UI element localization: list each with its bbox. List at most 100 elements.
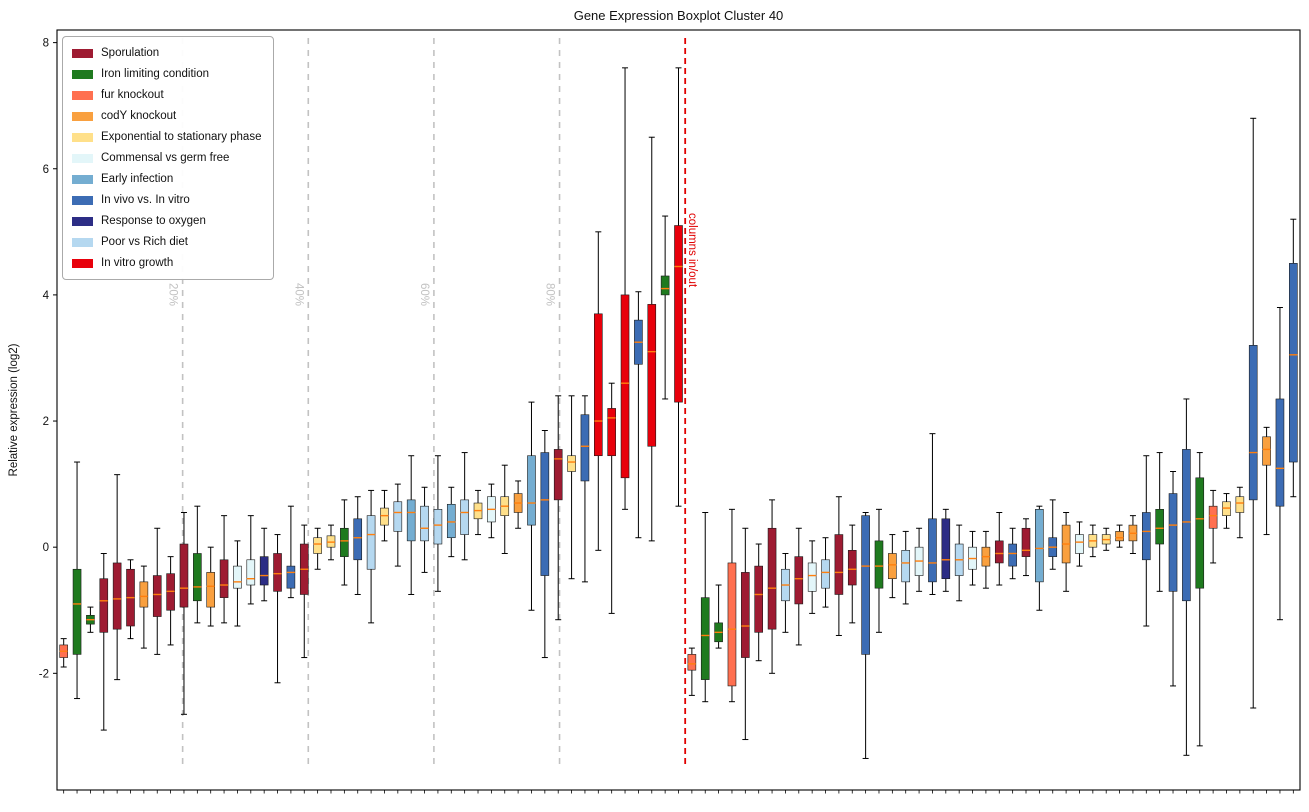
boxplot-box-iron [660,275,670,296]
boxplot-box-invivo [1168,493,1178,592]
legend-swatch-exp_stat [72,132,93,142]
legend-label-early_infection: Early infection [101,173,174,185]
legend-swatch-sporulation [72,48,93,58]
boxplot-box-invivo [1141,512,1151,561]
legend-swatch-commensal [72,153,93,163]
legend-label-commensal: Commensal vs germ free [101,152,230,164]
boxplot-box-fur [687,654,697,671]
legend-label-invivo: In vivo vs. In vitro [101,194,190,206]
boxplot-box-iron [1195,477,1205,589]
boxplot-box-invivo [1275,398,1285,507]
boxplot-box-invivo [1182,449,1191,602]
boxplot-box-sporulation [767,527,777,630]
boxplot-box-early_infection [527,455,536,526]
boxplot-box-exp_stat [313,537,322,554]
boxplot-box-sporulation [741,572,750,658]
boxplot-box-sporulation [834,534,844,595]
boxplot-box-fur [1208,505,1218,529]
boxplot-box-sporulation [1021,527,1031,557]
legend-label-diet: Poor vs Rich diet [101,236,188,248]
boxplot-box-invivo [1289,263,1298,463]
legend-label-oxygen: Response to oxygen [101,215,206,227]
boxplot-box-commensal [246,559,256,586]
boxplot-box-diet [366,515,376,570]
legend-swatch-fur [72,90,93,100]
legend-label-sporulation: Sporulation [101,47,160,59]
boxplot-box-iron [72,568,82,655]
y-tick-label: 6 [43,164,49,176]
boxplot-box-sporulation [273,553,282,592]
legend-item-sporulation: Sporulation [72,45,261,61]
y-tick-label: 2 [43,416,49,428]
boxplot-box-codY [888,553,897,580]
boxplot-box-codY [1115,531,1124,542]
boxplot-box-exp_stat [380,507,389,526]
boxplot-box-iron [1155,509,1164,545]
legend-label-invitro: In vitro growth [101,257,174,269]
boxplot-box-commensal [233,565,242,589]
legend-swatch-early_infection [72,174,93,184]
boxplot-box-oxygen [941,518,951,580]
legend-item-fur: fur knockout [72,87,261,103]
boxplot-box-diet [420,505,429,542]
boxplot-box-early_infection [406,499,416,542]
boxplot-box-invitro [607,408,616,457]
boxplot-box-invitro [620,294,630,479]
legend-swatch-iron [72,69,93,79]
boxplot-box-invitro [647,304,657,447]
boxplot-box-early_infection [446,503,456,539]
boxplot-box-sporulation [219,559,229,598]
boxplot-box-invivo [1248,345,1258,501]
boxplot-box-commensal [1075,534,1084,554]
legend-swatch-codY [72,111,93,121]
legend-label-iron: Iron limiting condition [101,68,210,80]
boundary-label: columns in/out [686,213,698,288]
y-tick-label: 8 [43,38,49,50]
boxplot-box-sporulation [112,562,122,630]
boxplot-box-invitro [594,313,603,457]
boxplot-box-diet [433,509,443,545]
boxplot-box-codY [139,581,149,608]
legend-swatch-oxygen [72,216,93,226]
boxplot-box-iron [193,553,202,602]
boxplot-box-exp_stat [1235,496,1245,513]
legend-item-diet: Poor vs Rich diet [72,234,261,250]
legend-label-exp_stat: Exponential to stationary phase [101,131,262,143]
boxplot-box-diet [460,499,469,535]
legend-item-invivo: In vivo vs. In vitro [72,192,261,208]
boxplot-box-sporulation [794,556,804,605]
boxplot-box-commensal [807,562,817,592]
boxplot-box-invivo [928,518,937,583]
boxplot-box-codY [206,572,216,608]
boxplot-box-invitro [674,225,683,403]
legend-label-codY: codY knockout [101,110,177,122]
boxplot-box-diet [393,501,403,532]
boxplot-box-invivo [580,414,590,482]
y-tick-label: 4 [43,290,50,302]
boxplot-box-sporulation [754,565,763,633]
boxplot-box-early_infection [1035,509,1044,583]
legend-swatch-diet [72,237,93,247]
legend-item-exp_stat: Exponential to stationary phase [72,129,261,145]
boxplot-box-oxygen [259,556,269,586]
legend-item-invitro: In vitro growth [72,255,261,271]
guide-label-40%: 40% [292,283,304,306]
guide-label-20%: 20% [167,283,179,306]
boxplot-box-sporulation [994,540,1004,564]
legend-label-fur: fur knockout [101,89,164,101]
boxplot-box-diet [821,559,830,589]
boxplot-box-sporulation [152,575,162,617]
boxplot-box-invivo [286,565,296,589]
legend: Sporulation Iron limiting condition fur kn… [62,36,275,280]
boxplot-box-fur [727,562,737,687]
legend-item-early_infection: Early infection [72,171,261,187]
boxplot-box-iron [340,527,349,557]
boxplot-box-sporulation [99,578,109,633]
legend-item-iron: Iron limiting condition [72,66,261,82]
chart-title: Gene Expression Boxplot Cluster 40 [573,8,784,23]
boxplot-box-codY [1262,436,1271,466]
boxplot-box-diet [901,550,911,583]
boxplot-box-invivo [1008,543,1017,567]
